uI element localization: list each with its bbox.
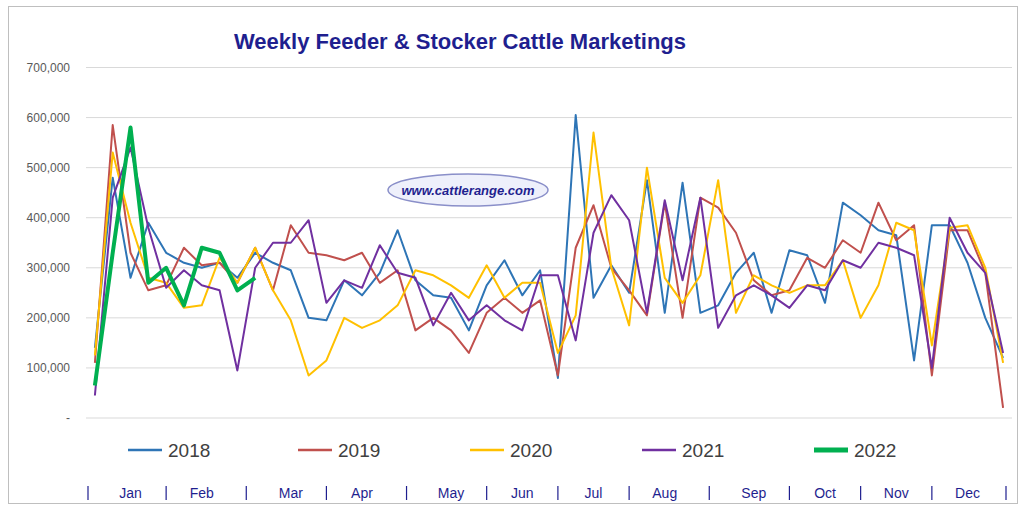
- y-tick-label: 400,000: [27, 211, 71, 225]
- x-tick-label: Jan: [119, 485, 142, 501]
- month-separator: [246, 486, 247, 500]
- grid-line: [86, 418, 1012, 419]
- x-tick-label: Apr: [351, 485, 373, 501]
- month-separator: [709, 486, 710, 500]
- x-tick-label: Dec: [955, 485, 980, 501]
- chart-border: [9, 7, 1018, 504]
- legend-swatch: [128, 449, 162, 452]
- month-separator: [406, 486, 407, 500]
- series-group: [95, 115, 1003, 408]
- y-tick-label: 700,000: [27, 61, 71, 75]
- series-line: [95, 125, 1003, 408]
- x-tick-label: Mar: [279, 485, 303, 501]
- background: [0, 0, 1024, 510]
- x-tick-label: Feb: [190, 485, 214, 501]
- legend-swatch: [470, 449, 504, 452]
- x-tick-label: May: [438, 485, 464, 501]
- x-tick-label: Aug: [652, 485, 677, 501]
- series-line: [95, 128, 255, 386]
- legend-label: 2019: [338, 440, 380, 461]
- legend-label: 2018: [168, 440, 210, 461]
- x-tick-label: Sep: [741, 485, 766, 501]
- title: Weekly Feeder & Stocker Cattle Marketing…: [234, 29, 686, 54]
- legend-swatch: [814, 448, 848, 453]
- legend-label: 2021: [682, 440, 724, 461]
- series-line: [95, 148, 1003, 396]
- y-tick-label: 100,000: [27, 361, 71, 375]
- y-tick-label: 500,000: [27, 161, 71, 175]
- y-tick-label: 200,000: [27, 311, 71, 325]
- month-separator: [87, 486, 88, 500]
- month-separator: [326, 486, 327, 500]
- legend-swatch: [298, 449, 332, 452]
- watermark: www.cattlerange.com: [401, 183, 535, 198]
- grid-line: [86, 367, 1012, 368]
- grid-line: [86, 117, 1012, 118]
- chart: - 100,000 200,000 300,000 400,000 500,000 600,…: [0, 0, 1024, 510]
- x-tick-label: Jun: [511, 485, 534, 501]
- grid-line: [86, 167, 1012, 168]
- month-separator: [486, 486, 487, 500]
- month-separator: [789, 486, 790, 500]
- month-separator: [557, 486, 558, 500]
- x-tick-label: Oct: [814, 485, 836, 501]
- month-separator: [931, 486, 932, 500]
- grid-line: [86, 67, 1012, 68]
- month-separator: [629, 486, 630, 500]
- legend-label: 2020: [510, 440, 552, 461]
- y-tick-label: -: [66, 411, 70, 425]
- legend-label: 2022: [854, 440, 896, 461]
- month-separator: [166, 486, 167, 500]
- y-tick-label: 300,000: [27, 261, 71, 275]
- month-separator: [1005, 486, 1006, 500]
- y-tick-label: 600,000: [27, 111, 71, 125]
- x-tick-label: Nov: [884, 485, 909, 501]
- watermark-oval: [388, 174, 548, 206]
- x-tick-label: Jul: [585, 485, 603, 501]
- legend-swatch: [642, 449, 676, 452]
- month-separator: [860, 486, 861, 500]
